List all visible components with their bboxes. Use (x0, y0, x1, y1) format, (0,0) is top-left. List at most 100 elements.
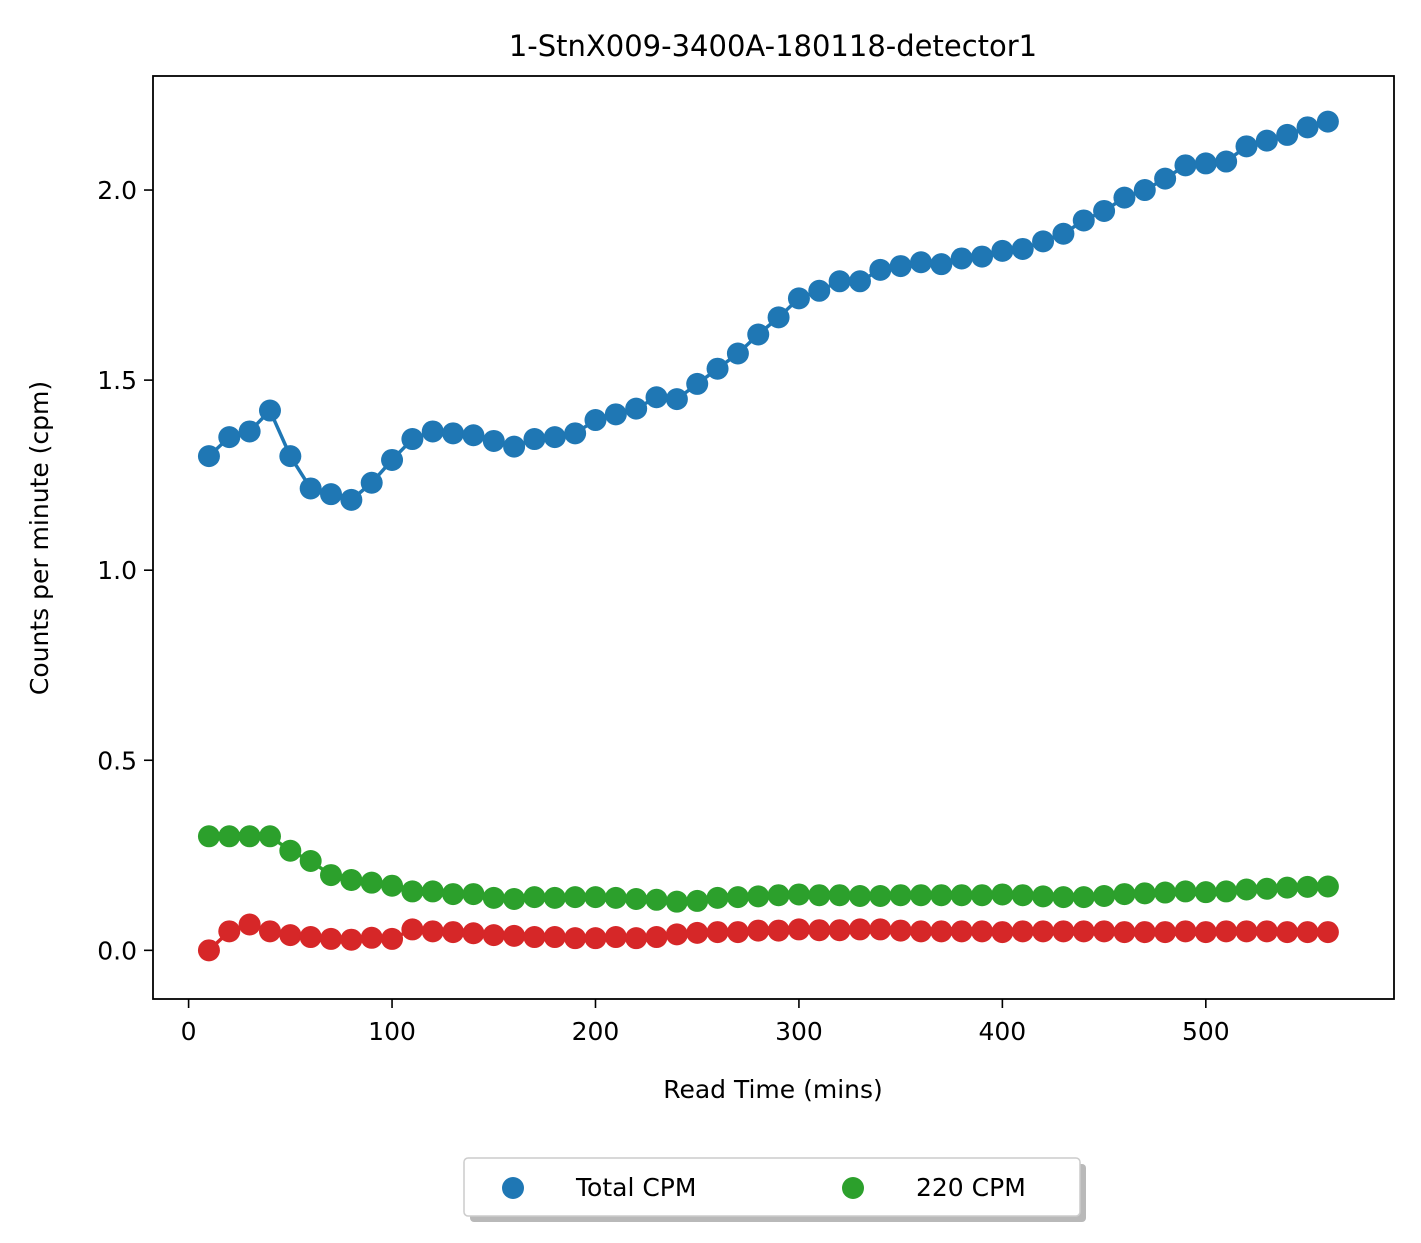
data-point-220-cpm (340, 869, 363, 892)
data-point-total-cpm (889, 255, 912, 278)
series-layer (197, 110, 1339, 962)
data-point-total-cpm (1255, 129, 1278, 152)
data-point-total-cpm (197, 445, 220, 468)
data-point-series-2 (686, 921, 709, 944)
data-point-220-cpm (971, 884, 994, 907)
data-point-220-cpm (604, 886, 627, 909)
data-point-series-2 (320, 927, 343, 950)
data-point-series-2 (828, 919, 851, 942)
data-point-220-cpm (869, 884, 892, 907)
y-tick-label: 2.0 (97, 176, 137, 205)
series-220-cpm (197, 825, 1339, 913)
data-point-series-2 (482, 924, 505, 947)
x-tick-label: 200 (572, 1017, 620, 1046)
data-point-total-cpm (930, 253, 953, 276)
data-point-series-2 (1276, 921, 1299, 944)
data-point-total-cpm (808, 279, 831, 302)
data-point-220-cpm (991, 883, 1014, 906)
data-point-total-cpm (706, 357, 729, 380)
data-point-220-cpm (1255, 877, 1278, 900)
data-point-total-cpm (787, 287, 810, 310)
data-point-220-cpm (401, 880, 424, 903)
data-point-220-cpm (279, 839, 302, 862)
data-point-220-cpm (625, 888, 648, 911)
legend-label-220-cpm: 220 CPM (916, 1173, 1026, 1202)
data-point-220-cpm (1133, 882, 1156, 905)
data-point-total-cpm (543, 426, 566, 449)
data-point-220-cpm (889, 884, 912, 907)
data-point-220-cpm (1316, 875, 1339, 898)
data-point-total-cpm (686, 372, 709, 395)
data-point-total-cpm (503, 435, 526, 458)
data-point-series-2 (645, 926, 668, 949)
legend-box (463, 1157, 1081, 1217)
data-point-series-2 (1194, 921, 1217, 944)
data-point-total-cpm (279, 445, 302, 468)
y-axis-label: Counts per minute (cpm) (25, 381, 54, 695)
data-point-220-cpm (1032, 885, 1055, 908)
data-point-total-cpm (1154, 167, 1177, 190)
data-point-220-cpm (1174, 880, 1197, 903)
data-point-220-cpm (503, 888, 526, 911)
data-point-series-2 (584, 927, 607, 950)
data-point-series-2 (360, 926, 383, 949)
data-point-series-2 (848, 918, 871, 941)
data-point-series-2 (889, 919, 912, 942)
data-point-total-cpm (909, 251, 932, 274)
data-point-220-cpm (584, 886, 607, 909)
data-point-series-2 (523, 926, 546, 949)
data-point-220-cpm (1194, 881, 1217, 904)
data-point-220-cpm (706, 886, 729, 909)
data-point-series-2 (421, 920, 444, 943)
data-point-total-cpm (1296, 116, 1319, 139)
data-point-series-2 (869, 918, 892, 941)
data-point-220-cpm (197, 825, 220, 848)
data-point-total-cpm (564, 422, 587, 445)
data-point-220-cpm (1276, 876, 1299, 899)
y-axis: 0.0 0.5 1.0 1.5 2.0 (97, 176, 153, 965)
data-point-220-cpm (930, 884, 953, 907)
data-point-series-2 (1316, 921, 1339, 944)
data-point-total-cpm (238, 420, 261, 443)
data-point-220-cpm (1052, 886, 1075, 909)
data-point-total-cpm (1174, 154, 1197, 177)
data-point-series-2 (625, 927, 648, 950)
data-point-total-cpm (1133, 179, 1156, 202)
y-tick-label: 0.5 (97, 746, 137, 775)
x-tick-label: 100 (368, 1017, 416, 1046)
x-tick-label: 400 (979, 1017, 1027, 1046)
data-point-series-2 (258, 920, 281, 943)
data-point-total-cpm (360, 471, 383, 494)
data-point-220-cpm (909, 884, 932, 907)
data-point-total-cpm (1194, 152, 1217, 175)
data-point-series-2 (1072, 920, 1095, 943)
data-point-total-cpm (1235, 135, 1258, 158)
chart-title: 1-StnX009-3400A-180118-detector1 (509, 29, 1037, 63)
data-point-series-2 (401, 918, 424, 941)
data-point-total-cpm (1011, 237, 1034, 260)
data-point-total-cpm (1093, 199, 1116, 222)
data-point-220-cpm (1011, 884, 1034, 907)
data-point-series-2 (971, 920, 994, 943)
x-tick-label: 300 (775, 1017, 823, 1046)
x-axis: 0 100 200 300 400 500 (181, 999, 1230, 1046)
data-point-total-cpm (584, 409, 607, 432)
data-point-series-2 (767, 919, 790, 942)
data-point-series-2 (564, 927, 587, 950)
data-point-series-2 (462, 922, 485, 945)
data-point-series-2 (503, 924, 526, 947)
data-point-series-2 (1296, 921, 1319, 944)
data-point-220-cpm (828, 884, 851, 907)
data-point-series-2 (1011, 920, 1034, 943)
data-point-total-cpm (950, 247, 973, 270)
legend-marker-total-cpm (502, 1177, 524, 1199)
data-point-series-2 (950, 920, 973, 943)
data-point-220-cpm (320, 864, 343, 887)
data-point-total-cpm (991, 239, 1014, 262)
data-point-series-2 (665, 923, 688, 946)
data-point-series-2 (747, 919, 770, 942)
data-point-total-cpm (971, 245, 994, 268)
data-point-total-cpm (381, 448, 404, 471)
data-point-total-cpm (482, 429, 505, 452)
